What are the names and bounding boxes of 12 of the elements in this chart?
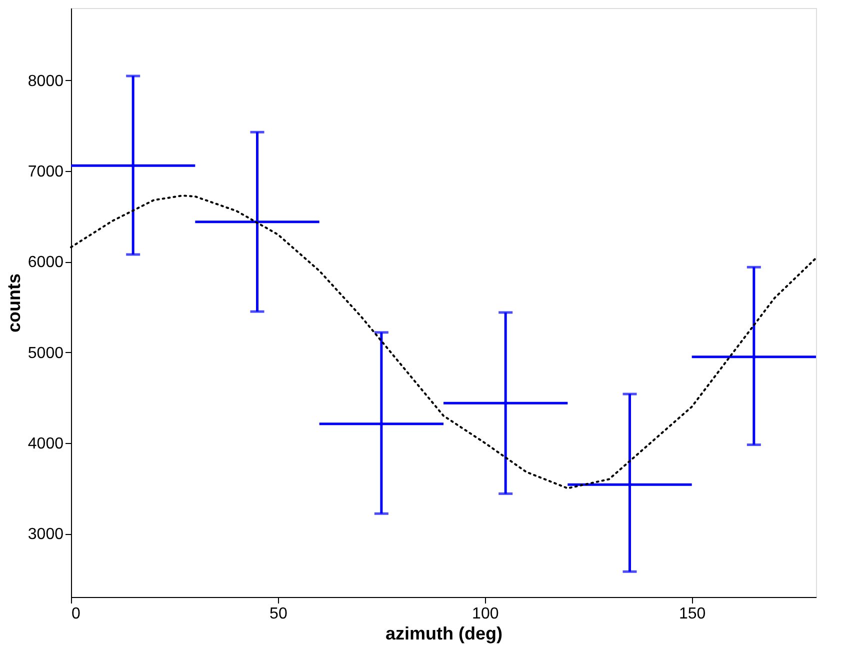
y-tick-label: 8000 xyxy=(28,72,64,90)
x-tick-label: 150 xyxy=(678,606,706,622)
y-tick-label: 4000 xyxy=(28,435,64,452)
y-tick-label: 7000 xyxy=(28,164,64,181)
y-axis-title: counts xyxy=(4,273,24,333)
x-axis-title: azimuth (deg) xyxy=(386,624,502,644)
y-tick-label: 5000 xyxy=(28,344,64,362)
x-tick-label: 50 xyxy=(270,606,288,622)
y-tick-label: 3000 xyxy=(28,526,64,544)
x-tick-label: 0 xyxy=(72,606,80,622)
x-tick-label: 100 xyxy=(472,606,499,622)
y-tick-label: 6000 xyxy=(28,254,64,272)
